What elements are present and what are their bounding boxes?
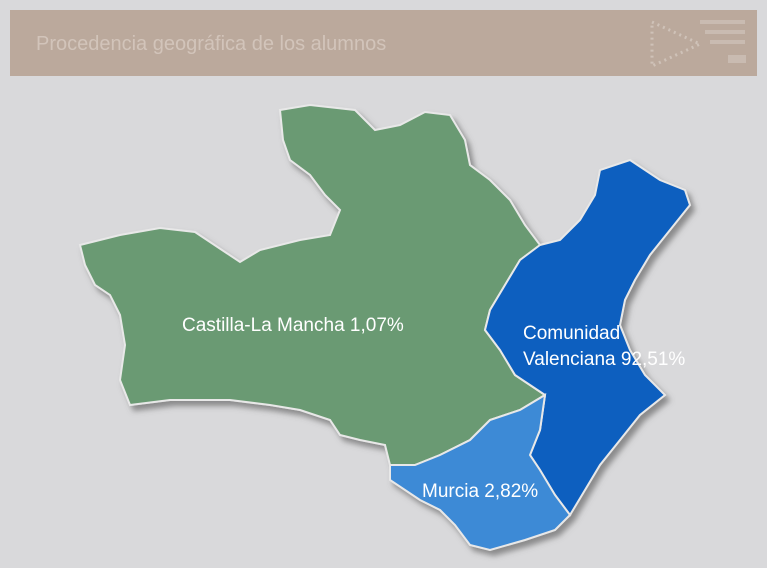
- region-label: Comunidad: [523, 323, 620, 344]
- slide-title: Procedencia geográfica de los alumnos: [36, 33, 386, 55]
- map: [78, 103, 692, 552]
- region-label: Murcia 2,82%: [422, 481, 538, 502]
- region-label: Valenciana 92,51%: [523, 349, 685, 370]
- header-band: [10, 10, 757, 76]
- region-comunidad-valenciana: [483, 158, 692, 517]
- logo: [650, 19, 746, 69]
- region-label: Castilla-La Mancha 1,07%: [182, 315, 404, 336]
- region-murcia: [389, 393, 572, 552]
